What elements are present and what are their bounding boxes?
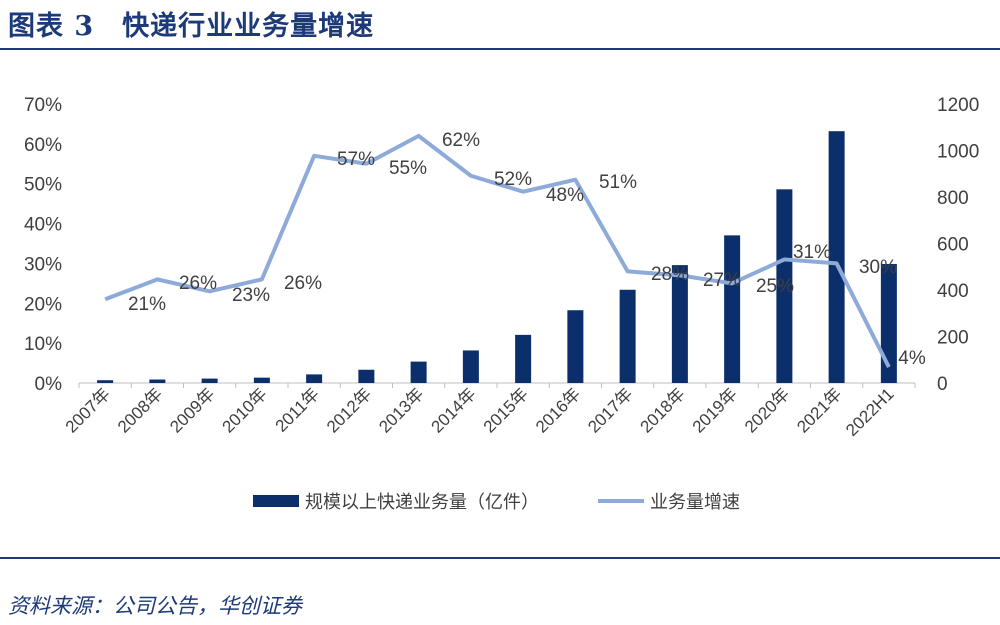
left-tick-label: 40% bbox=[24, 215, 62, 236]
data-label: 62% bbox=[442, 130, 480, 151]
right-tick-label: 1200 bbox=[937, 95, 979, 116]
category-label: 2017年 bbox=[584, 384, 636, 436]
right-tick-label: 400 bbox=[937, 281, 969, 302]
category-label: 2015年 bbox=[480, 384, 532, 436]
legend-bar-swatch bbox=[253, 495, 299, 507]
category-label: 2021年 bbox=[793, 384, 845, 436]
category-label: 2010年 bbox=[218, 384, 270, 436]
bar bbox=[828, 131, 845, 383]
source-note: 资料来源：公司公告，华创证券 bbox=[8, 594, 302, 618]
category-label: 2011年 bbox=[272, 384, 323, 435]
bar bbox=[567, 310, 584, 383]
category-label: 2013年 bbox=[375, 384, 427, 436]
bar bbox=[201, 378, 218, 383]
data-label: 21% bbox=[128, 294, 166, 315]
category-label: 2022H1 bbox=[842, 384, 898, 440]
growth-line bbox=[104, 133, 891, 368]
data-label: 52% bbox=[494, 169, 532, 190]
left-tick-label: 70% bbox=[24, 95, 62, 116]
figure-title: 图表 3 快递行业业务量增速 bbox=[8, 11, 375, 42]
left-tick-label: 20% bbox=[24, 294, 62, 315]
left-tick-label: 10% bbox=[24, 334, 62, 355]
chart: 0% 10% 20% 30% 40% 50% 60% 70% 0 200 400 600 800 1000… bbox=[24, 95, 979, 512]
right-tick-label: 600 bbox=[937, 235, 969, 256]
right-tick-label: 200 bbox=[937, 328, 969, 349]
category-label: 2014年 bbox=[427, 384, 479, 436]
data-label: 23% bbox=[232, 285, 270, 306]
bottom-rule bbox=[0, 557, 1000, 559]
right-tick-label: 1000 bbox=[937, 142, 979, 163]
data-label: 55% bbox=[389, 158, 427, 179]
data-label: 27% bbox=[703, 270, 741, 291]
left-tick-label: 50% bbox=[24, 175, 62, 196]
bar bbox=[149, 379, 166, 383]
data-label: 48% bbox=[546, 185, 584, 206]
bar bbox=[253, 377, 270, 383]
right-tick-label: 0 bbox=[937, 374, 948, 395]
bar bbox=[410, 361, 427, 383]
category-label: 2019年 bbox=[689, 384, 741, 436]
bar bbox=[462, 350, 479, 383]
left-tick-label: 0% bbox=[35, 374, 63, 395]
data-label: 26% bbox=[179, 273, 217, 294]
category-label: 2009年 bbox=[166, 384, 218, 436]
data-label: 57% bbox=[337, 149, 375, 170]
left-tick-label: 60% bbox=[24, 135, 62, 156]
data-label: 28% bbox=[651, 264, 689, 285]
data-label: 25% bbox=[756, 276, 794, 297]
data-label: 26% bbox=[284, 273, 322, 294]
category-label: 2012年 bbox=[323, 384, 375, 436]
bar bbox=[97, 380, 114, 383]
data-label: 31% bbox=[793, 242, 831, 263]
title-rule bbox=[0, 48, 1000, 50]
category-label: 2020年 bbox=[741, 384, 793, 436]
bar bbox=[619, 289, 636, 383]
data-label: 30% bbox=[859, 257, 897, 278]
bar bbox=[880, 263, 897, 383]
left-tick-label: 30% bbox=[24, 254, 62, 275]
category-label: 2016年 bbox=[532, 384, 584, 436]
data-label: 51% bbox=[599, 172, 637, 193]
bar bbox=[724, 235, 741, 383]
legend-line-label: 业务量增速 bbox=[650, 492, 740, 512]
category-label: 2018年 bbox=[636, 384, 688, 436]
category-label: 2008年 bbox=[114, 384, 166, 436]
bar bbox=[671, 265, 688, 383]
category-label: 2007年 bbox=[62, 384, 114, 436]
bar bbox=[306, 374, 323, 383]
legend-bar-label: 规模以上快递业务量（亿件） bbox=[305, 492, 539, 512]
right-tick-label: 800 bbox=[937, 188, 969, 209]
bar bbox=[515, 334, 532, 383]
bar bbox=[776, 189, 793, 383]
bar bbox=[358, 369, 375, 383]
data-label: 4% bbox=[898, 348, 926, 369]
